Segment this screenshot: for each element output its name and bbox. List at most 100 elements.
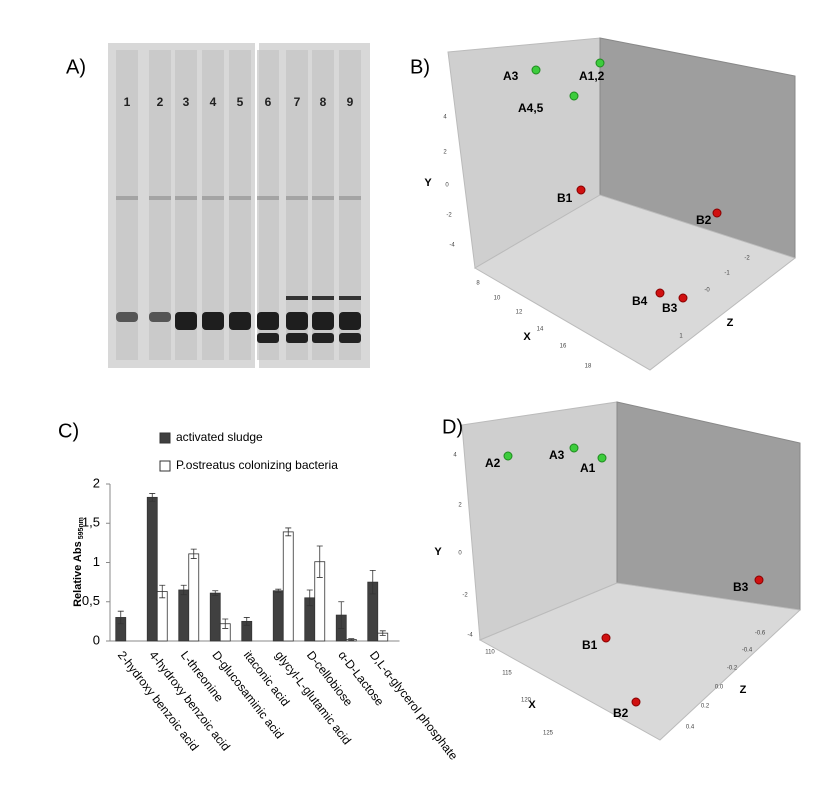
band xyxy=(202,196,224,200)
lane xyxy=(175,50,197,360)
tick-label: 4 xyxy=(443,115,447,121)
band xyxy=(202,312,224,330)
band xyxy=(312,312,334,330)
tick-label: 16 xyxy=(560,344,567,350)
point xyxy=(678,293,688,303)
error-bar xyxy=(190,548,197,559)
axis-label: Z xyxy=(727,317,734,329)
point xyxy=(712,208,722,218)
error-bar xyxy=(348,638,355,641)
tick-label: 2 xyxy=(458,503,462,509)
band xyxy=(149,196,171,200)
point xyxy=(569,91,579,101)
band xyxy=(149,312,171,322)
point-label: B1 xyxy=(582,638,598,652)
band xyxy=(286,333,308,343)
tick-label: -1 xyxy=(724,271,730,277)
error-bar xyxy=(180,584,187,596)
floor xyxy=(474,194,797,371)
band xyxy=(175,312,197,330)
lane xyxy=(257,50,279,360)
tick-label: 1 xyxy=(679,334,683,340)
tick-label: -0.6 xyxy=(755,631,766,637)
y-tick-label: 1,5 xyxy=(82,515,100,530)
band xyxy=(229,196,251,200)
lane xyxy=(229,50,251,360)
tick-label: 18 xyxy=(585,364,592,370)
tick-label: 0.4 xyxy=(686,725,695,731)
point xyxy=(569,443,579,453)
band xyxy=(312,296,334,300)
point xyxy=(595,58,605,68)
error-bar xyxy=(212,590,219,596)
lane-label: 6 xyxy=(265,95,272,109)
lane-label: 3 xyxy=(183,95,190,109)
band xyxy=(339,296,361,300)
axis-label: Z xyxy=(740,684,747,696)
bar xyxy=(156,591,168,642)
point xyxy=(531,65,541,75)
legend-label: P.ostreatus colonizing bacteria xyxy=(176,458,338,472)
tick-label: 0 xyxy=(445,183,449,189)
panel-label: B) xyxy=(410,56,430,78)
panel-label: C) xyxy=(58,420,79,442)
lane xyxy=(286,50,308,360)
axis-label: X xyxy=(523,331,531,343)
band xyxy=(257,333,279,343)
lane xyxy=(116,50,138,360)
tick-label: 14 xyxy=(537,327,544,333)
band xyxy=(257,312,279,330)
panel-label: D) xyxy=(442,416,463,438)
error-bar xyxy=(379,630,386,636)
point xyxy=(503,451,513,461)
y-tick-label: 0,5 xyxy=(82,593,100,608)
error-bar xyxy=(117,610,124,625)
error-bar xyxy=(222,618,229,629)
point-label: B2 xyxy=(613,706,629,720)
tick-label: -0.4 xyxy=(742,648,753,654)
error-bar xyxy=(306,589,313,607)
error-bar xyxy=(149,493,156,502)
axis-label: Y xyxy=(434,546,442,558)
point xyxy=(597,453,607,463)
tick-label: 8 xyxy=(476,281,480,287)
lane xyxy=(202,50,224,360)
tick-label: 4 xyxy=(453,453,457,459)
tick-label: 12 xyxy=(516,310,523,316)
band xyxy=(339,196,361,200)
tick-label: -2 xyxy=(446,213,452,219)
band xyxy=(339,333,361,343)
lane-label: 9 xyxy=(347,95,354,109)
band xyxy=(339,312,361,330)
bar xyxy=(282,531,294,642)
panel-label: A) xyxy=(66,56,86,78)
bar xyxy=(146,496,158,642)
lane-label: 4 xyxy=(210,95,217,109)
band xyxy=(116,196,138,200)
error-bar xyxy=(369,569,376,595)
lane-label: 8 xyxy=(320,95,327,109)
tick-label: 115 xyxy=(502,671,512,677)
y-tick-label: 2 xyxy=(93,475,100,490)
band xyxy=(257,196,279,200)
point-label: B2 xyxy=(696,213,712,227)
point-label: B3 xyxy=(733,580,749,594)
band xyxy=(175,196,197,200)
point xyxy=(655,288,665,298)
error-bar xyxy=(275,588,282,593)
error-bar xyxy=(159,584,166,599)
legend-label: activated sludge xyxy=(176,430,263,444)
bar xyxy=(178,589,190,642)
point-label: B4 xyxy=(632,294,648,308)
bar xyxy=(209,592,221,642)
band xyxy=(286,296,308,300)
tick-label: -0.2 xyxy=(727,666,738,672)
bar xyxy=(188,553,200,642)
error-bar xyxy=(316,545,323,578)
y-tick-label: 0 xyxy=(93,632,100,647)
y-tick-label: 1 xyxy=(93,554,100,569)
lane-label: 5 xyxy=(237,95,244,109)
band xyxy=(229,312,251,330)
tick-label: -2 xyxy=(462,593,468,599)
band xyxy=(312,196,334,200)
